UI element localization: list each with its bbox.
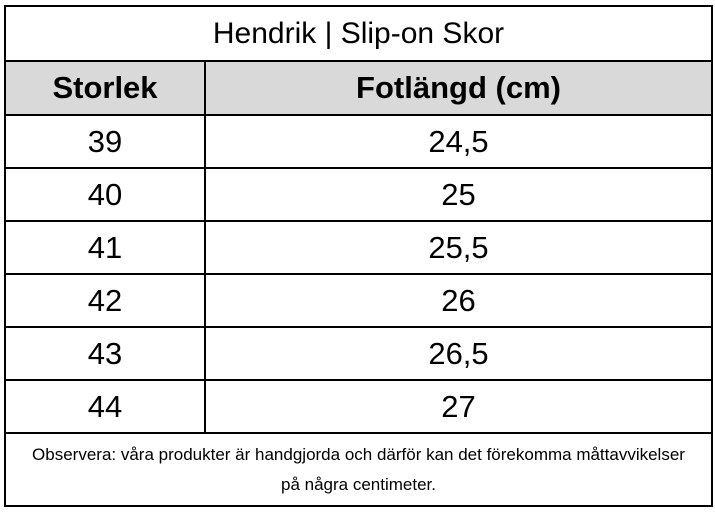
note-text: Observera: våra produkter är handgjorda … — [4, 432, 713, 507]
title-row: Hendrik | Slip-on Skor — [4, 5, 713, 62]
table-body: Hendrik | Slip-on Skor Storlek Fotlängd … — [4, 5, 713, 507]
table-cell: 27 — [204, 379, 713, 434]
table-row: 41 25,5 — [4, 220, 713, 275]
table-cell: 25,5 — [204, 220, 713, 275]
table-cell: 41 — [4, 220, 206, 275]
note-row: Observera: våra produkter är handgjorda … — [4, 432, 713, 507]
table-cell: 42 — [4, 273, 206, 328]
table-row: 44 27 — [4, 379, 713, 434]
table-cell: 25 — [204, 167, 713, 222]
header-cell: Fotlängd (cm) — [204, 60, 713, 116]
table-row: 40 25 — [4, 167, 713, 222]
table-row: 39 24,5 — [4, 114, 713, 169]
table-row: 42 26 — [4, 273, 713, 328]
header-cell: Storlek — [4, 60, 206, 116]
table-cell: 26,5 — [204, 326, 713, 381]
table: Hendrik | Slip-on Skor Storlek Fotlängd … — [4, 5, 713, 507]
header-row: Storlek Fotlängd (cm) — [4, 60, 713, 116]
table-cell: 43 — [4, 326, 206, 381]
size-table: Hendrik | Slip-on Skor Storlek Fotlängd … — [4, 5, 713, 508]
table-row: 43 26,5 — [4, 326, 713, 381]
table-cell: 24,5 — [204, 114, 713, 169]
table-cell: 44 — [4, 379, 206, 434]
table-title: Hendrik | Slip-on Skor — [4, 5, 713, 62]
table-cell: 40 — [4, 167, 206, 222]
table-cell: 39 — [4, 114, 206, 169]
table-cell: 26 — [204, 273, 713, 328]
